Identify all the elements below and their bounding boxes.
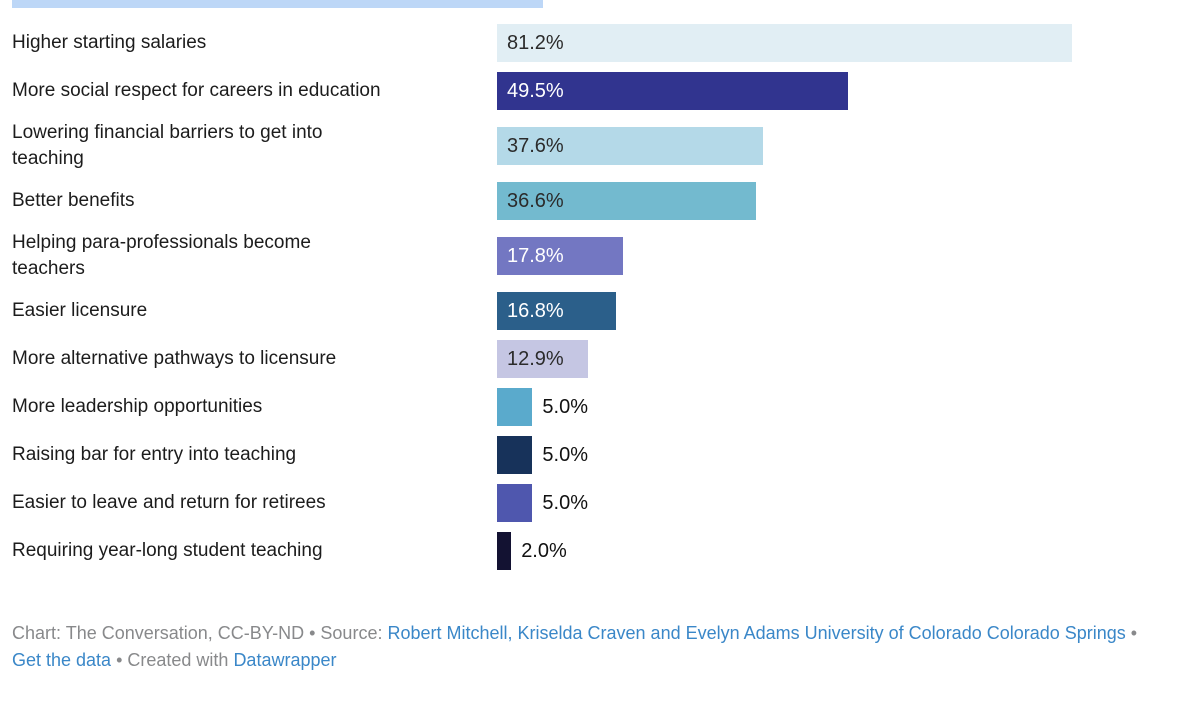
chart-row: Easier to leave and return for retirees … <box>12 484 1188 522</box>
value-label: 17.8% <box>507 245 564 267</box>
bar[interactable]: 36.6% <box>497 182 757 220</box>
category-label: Higher starting salaries <box>12 32 207 53</box>
category-label: Helping para-professionals become teache… <box>12 232 311 279</box>
bar-area: 5.0% <box>497 484 1188 522</box>
chart-row: Requiring year-long student teaching 2.0… <box>12 532 1188 570</box>
bar-area: 2.0% <box>497 532 1188 570</box>
value-label: 12.9% <box>507 348 564 370</box>
category-label: Better benefits <box>12 190 135 211</box>
footer-created-with-text: • Created with <box>111 650 234 670</box>
category-label: More leadership opportunities <box>12 396 263 417</box>
category-label: Easier to leave and return for retirees <box>12 492 326 513</box>
category-label: Requiring year-long student teaching <box>12 540 323 561</box>
source-link[interactable]: Robert Mitchell, Kriselda Craven and Eve… <box>387 623 1126 643</box>
bar-area: 16.8% <box>497 292 1188 330</box>
get-data-link[interactable]: Get the data <box>12 650 112 670</box>
bar[interactable]: 5.0% <box>497 388 588 426</box>
chart-row: Easier licensure 16.8% <box>12 292 1188 330</box>
category-label: More social respect for careers in educa… <box>12 80 381 101</box>
chart-row: Raising bar for entry into teaching 5.0% <box>12 436 1188 474</box>
value-label: 81.2% <box>507 32 564 54</box>
bar[interactable]: 37.6% <box>497 127 764 165</box>
bar-area: 37.6% <box>497 127 1188 165</box>
value-label: 36.6% <box>507 190 564 212</box>
chart-row: Helping para-professionals become teache… <box>12 230 1188 282</box>
footer-credit-text: Chart: The Conversation, CC-BY-ND • Sour… <box>12 623 388 643</box>
datawrapper-link[interactable]: Datawrapper <box>233 650 337 670</box>
bar[interactable]: 5.0% <box>497 436 588 474</box>
bar-chart: Higher starting salaries 81.2% More soci… <box>12 0 1188 570</box>
category-label: Raising bar for entry into teaching <box>12 444 297 465</box>
category-label: Easier licensure <box>12 300 148 321</box>
category-label: Lowering financial barriers to get into … <box>12 122 323 169</box>
value-label: 5.0% <box>542 492 588 514</box>
value-label: 2.0% <box>521 540 567 562</box>
bar[interactable]: 5.0% <box>497 484 588 522</box>
chart-row: More alternative pathways to licensure 1… <box>12 340 1188 378</box>
chart-row: More leadership opportunities 5.0% <box>12 388 1188 426</box>
value-label: 5.0% <box>542 444 588 466</box>
bar-area: 36.6% <box>497 182 1188 220</box>
footer-separator: • <box>1125 623 1138 643</box>
bar-area: 81.2% <box>497 24 1188 62</box>
top-strip-decoration <box>12 0 543 8</box>
bar[interactable]: 81.2% <box>497 24 1072 62</box>
chart-footer: Chart: The Conversation, CC-BY-ND • Sour… <box>12 620 1188 674</box>
value-label: 49.5% <box>507 80 564 102</box>
value-label: 16.8% <box>507 300 564 322</box>
chart-row: Higher starting salaries 81.2% <box>12 24 1188 62</box>
bar[interactable]: 12.9% <box>497 340 589 378</box>
chart-row: Better benefits 36.6% <box>12 182 1188 220</box>
bar[interactable]: 16.8% <box>497 292 616 330</box>
value-label: 37.6% <box>507 135 564 157</box>
chart-row: More social respect for careers in educa… <box>12 72 1188 110</box>
bar-area: 49.5% <box>497 72 1188 110</box>
category-label: More alternative pathways to licensure <box>12 348 337 369</box>
bar[interactable]: 2.0% <box>497 532 567 570</box>
value-label: 5.0% <box>542 396 588 418</box>
bar-area: 12.9% <box>497 340 1188 378</box>
bar-area: 17.8% <box>497 237 1188 275</box>
bar[interactable]: 49.5% <box>497 72 848 110</box>
bar-area: 5.0% <box>497 436 1188 474</box>
bar[interactable]: 17.8% <box>497 237 623 275</box>
chart-row: Lowering financial barriers to get into … <box>12 120 1188 172</box>
bar-area: 5.0% <box>497 388 1188 426</box>
